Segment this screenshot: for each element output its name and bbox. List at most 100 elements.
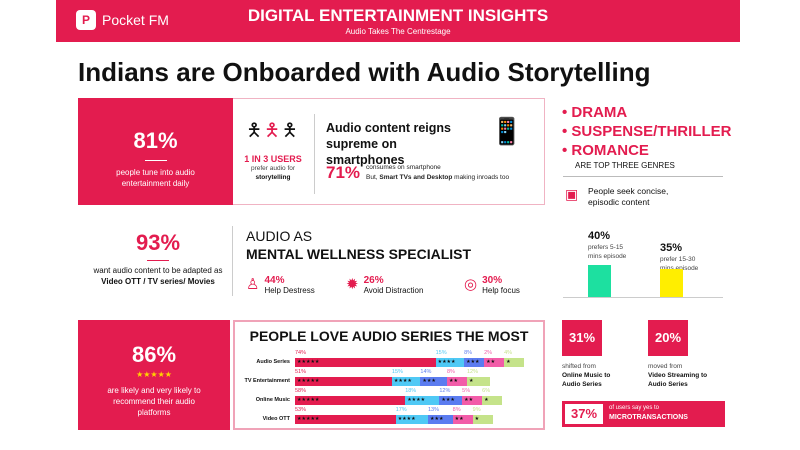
data-label: 9% [472, 407, 481, 413]
header-subtitle: Audio Takes The Centrestage [345, 27, 451, 36]
divider [563, 176, 723, 177]
data-label: 5% [462, 388, 471, 394]
bar-row: ★★★★★ 58% ★★★★ 18% ★★★ 12% ★★ 5% ★ 6% [295, 388, 503, 405]
shift-text: shifted from Online Music to Audio Series [562, 363, 611, 388]
bar-segment: ★★★★ 15% [435, 350, 465, 367]
bar-row: ★★★★★ 53% ★★★★ 17% ★★★ 13% ★★ 8% ★ 9% [295, 407, 493, 424]
data-label: 15% [391, 369, 403, 375]
micro-value: 37% [565, 404, 603, 424]
rating-stars: ★★★★ [393, 378, 412, 384]
genre-item: • ROMANCE [562, 142, 649, 159]
data-label: 8% [446, 369, 455, 375]
data-label: 58% [295, 388, 307, 394]
data-label: 8% [452, 407, 461, 413]
bar-segment: ★★★★★ 51% [295, 369, 392, 386]
recommend-value: 86% [131, 342, 177, 367]
wellness-item: ◎ 30% Help focus [464, 275, 520, 295]
divider [232, 226, 233, 296]
episode-chart: 40% prefers 5-15 mins episode 35% prefer… [563, 225, 723, 298]
bar-row: ★★★★★ 74% ★★★★ 15% ★★★ 8% ★★ 2% ★ 4% [295, 350, 525, 367]
micro-text-bold: MICROTRANSACTIONS [609, 414, 688, 421]
data-label: 2% [484, 350, 493, 356]
rating-stars: ★ [468, 378, 474, 384]
wellness-line2: MENTAL WELLNESS SPECIALIST [246, 246, 472, 262]
star-icon: ★★★★★ [136, 370, 172, 379]
micro-text: of users say yes to [609, 405, 660, 411]
header-title: DIGITAL ENTERTAINMENT INSIGHTS [247, 6, 549, 25]
page-title: Indians are Onboarded with Audio Storyte… [78, 57, 651, 87]
bar-segment: ★★★★ 18% [405, 388, 440, 405]
bar-segment: ★ 9% [472, 407, 493, 424]
recommend-panel: 86% ★★★★★ are likely and very likely to … [78, 320, 230, 430]
shift-value: 31% [562, 320, 602, 356]
wellness-item: ♙ 44% Help Destress [246, 275, 315, 295]
category-label: Video OTT [262, 416, 290, 422]
category-label: TV Entertainment [244, 378, 290, 384]
stat-daily-value: 81% [133, 128, 178, 153]
data-label: 14% [420, 369, 432, 375]
wellness-item: ✹ 26% Avoid Distraction [346, 275, 424, 295]
series-chart-box: PEOPLE LOVE AUDIO SERIES THE MOST Audio … [233, 320, 545, 430]
rating-stars: ★★★ [466, 359, 480, 365]
smartphone-line1: consumes on smartphone [366, 164, 441, 171]
bar-segment: ★★ 5% [462, 388, 483, 405]
rating-stars: ★★★ [429, 416, 444, 422]
rating-stars: ★★★ [441, 397, 455, 403]
divider [314, 114, 315, 194]
data-label: 74% [295, 350, 307, 356]
data-label: 8% [464, 350, 473, 356]
divider [147, 260, 169, 261]
rating-stars: ★★★★ [397, 416, 416, 422]
rating-stars: ★★★★ [407, 397, 426, 403]
bar-segment: ★ 12% [466, 369, 490, 386]
bar-segment: ★★★★★ 58% [295, 388, 406, 405]
data-label: 17% [395, 407, 407, 413]
category-label: Audio Series [256, 359, 290, 365]
baseline [563, 297, 723, 298]
episode-value: 40% [588, 230, 611, 242]
brand-name: Pocket FM [102, 12, 169, 28]
header-banner: P Pocket FM DIGITAL ENTERTAINMENT INSIGH… [56, 0, 740, 42]
data-label: 4% [504, 350, 513, 356]
rating-stars: ★★ [454, 416, 464, 422]
episode-value: 35% [660, 242, 683, 254]
video-episode-icon: ▣ [565, 186, 579, 202]
bar-segment: ★★★ 13% [427, 407, 453, 424]
rating-stars: ★★ [486, 359, 496, 365]
people-icon: 🯅🯅🯅 [246, 120, 300, 140]
recommend-text: are likely and very likely to recommend … [107, 386, 201, 417]
bar-segment: ★★★ 12% [439, 388, 463, 405]
bar-segment: ★★★★ 17% [395, 407, 428, 424]
bar-row: ★★★★★ 51% ★★★★ 15% ★★★ 14% ★★ 8% ★ 12% [295, 369, 490, 386]
data-label: 6% [482, 388, 491, 394]
genre-caption: ARE TOP THREE GENRES [575, 161, 675, 170]
shift-value: 20% [648, 320, 688, 356]
wellness-items: ♙ 44% Help Destress ✹ 26% Avoid Distraction … [246, 275, 520, 295]
divider [144, 160, 167, 161]
rating-stars: ★★★★ [437, 359, 456, 365]
episodic-text: People seek concise, episodic content [588, 186, 669, 207]
rating-stars: ★★★ [422, 378, 436, 384]
episode-text: prefers 5-15 mins episode [588, 244, 627, 260]
data-label: 15% [435, 350, 447, 356]
wellness-line1: AUDIO AS [246, 228, 313, 244]
genre-item: • DRAMA [562, 104, 628, 121]
smartphone-line2: But, Smart TVs and Desktop making inroad… [366, 174, 510, 181]
rating-stars: ★ [484, 397, 489, 403]
smartphone-icon: 📱 [490, 116, 524, 146]
adapt-block: 93% want audio content to be adapted as … [93, 230, 223, 287]
episode-text: prefer 15-30 mins episode [660, 256, 699, 272]
rating-stars: ★★★★★ [297, 378, 320, 384]
stat-daily-text: people tune into audio entertainment dai… [116, 168, 195, 188]
data-label: 53% [295, 407, 307, 413]
data-label: 18% [405, 388, 417, 394]
chart-title: PEOPLE LOVE AUDIO SERIES THE MOST [249, 328, 529, 344]
users-block: 🯅🯅🯅 1 IN 3 USERS prefer audio for storyt… [238, 118, 308, 182]
adapt-text: want audio content to be adapted as Vide… [93, 266, 223, 286]
data-label: 12% [466, 369, 478, 375]
rating-stars: ★★ [464, 397, 474, 403]
bar-segment: ★ 4% [504, 350, 525, 367]
users-value: 1 IN 3 USERS [244, 154, 302, 164]
bar-segment: ★★★ 8% [464, 350, 485, 367]
bar-segment: ★ 6% [482, 388, 503, 405]
